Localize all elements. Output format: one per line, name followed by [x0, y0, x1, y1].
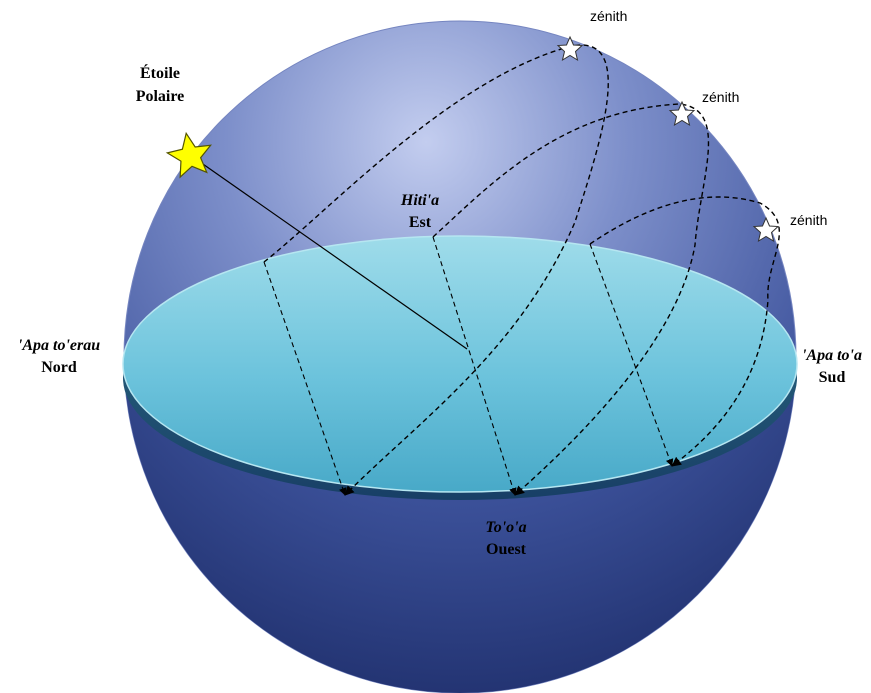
north-label: Nord: [41, 359, 77, 376]
west-label: Ouest: [486, 541, 527, 558]
zenith-label-3: zénith: [790, 212, 827, 228]
east-local-label: Hiti'a: [400, 192, 439, 209]
projection-line-3: [589, 243, 674, 467]
west-local-label: To'o'a: [485, 519, 526, 536]
star-path-3: [589, 196, 780, 467]
star-path-2: [432, 103, 710, 496]
south-label: Sud: [819, 369, 846, 386]
east-label: Est: [409, 214, 432, 231]
polaris-label-line2: Polaire: [136, 88, 185, 105]
polar-axis-line: [189, 154, 468, 350]
north-local-label: 'Apa to'erau: [18, 337, 100, 354]
zenith-label-1: zénith: [590, 8, 627, 24]
projection-line-2: [432, 236, 517, 496]
zenith-label-2: zénith: [702, 89, 739, 105]
polaris-star-icon: [165, 131, 213, 179]
horizon-plane: [122, 235, 798, 493]
projection-line-1: [263, 261, 347, 496]
polaris-label-line1: Étoile: [140, 63, 180, 82]
star-path-1: [263, 44, 609, 496]
zenith-star-icon-1: [556, 35, 584, 62]
south-local-label: 'Apa to'a: [802, 347, 862, 364]
zenith-star-icon-3: [752, 216, 780, 243]
zenith-star-icon-2: [668, 100, 696, 127]
